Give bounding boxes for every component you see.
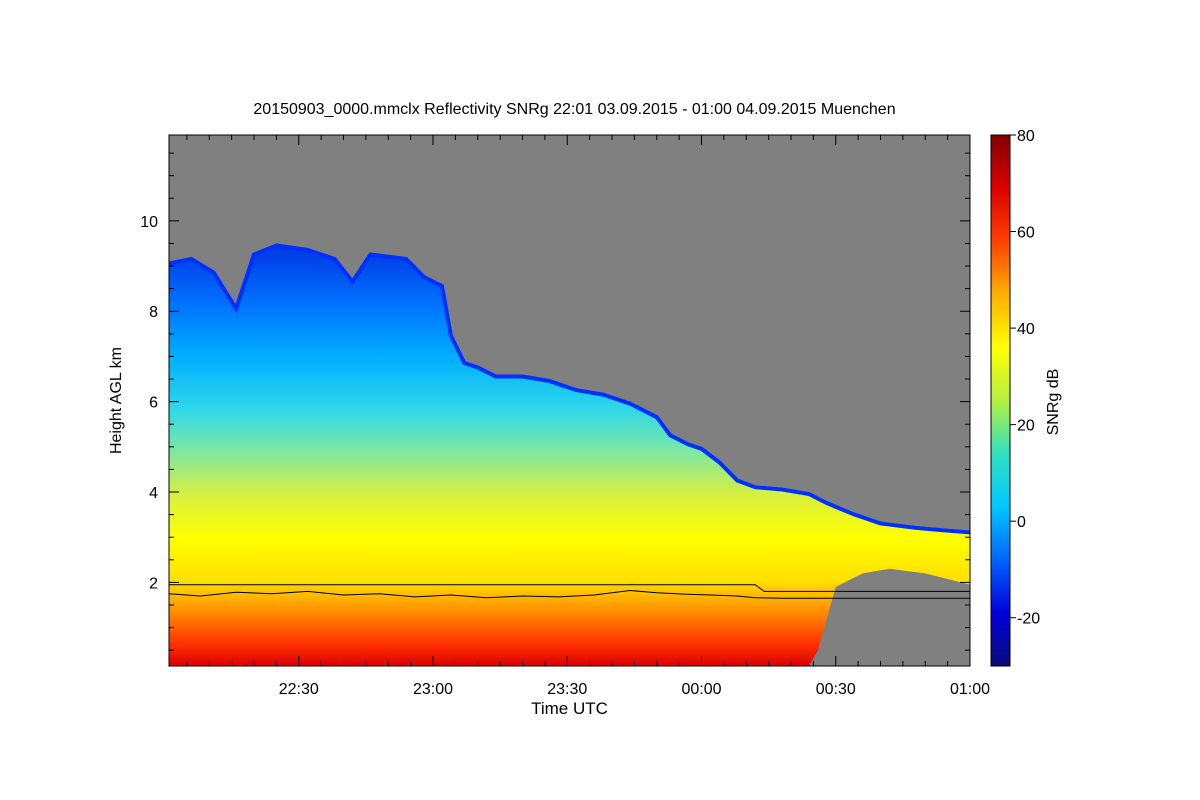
plot-area <box>169 135 970 666</box>
y-tick-label: 6 <box>149 395 158 412</box>
colorbar-tick-label: -20 <box>1017 611 1040 628</box>
x-tick-label: 23:30 <box>547 681 587 698</box>
x-tick-label: 23:00 <box>413 681 453 698</box>
plot-frame <box>168 134 971 667</box>
colorbar <box>990 134 1011 667</box>
x-axis-ticks: 22:30 23:00 23:30 00:00 00:30 01:00 <box>186 135 990 698</box>
y-tick-label: 10 <box>140 214 158 231</box>
chart-title: 20150903_0000.mmclx Reflectivity SNRg 22… <box>253 101 895 118</box>
x-axis-label: Time UTC <box>531 699 608 718</box>
colorbar-tick-label: 80 <box>1017 128 1035 145</box>
y-tick-label: 4 <box>149 485 158 502</box>
colorbar-ticks: -20 0 20 40 60 80 <box>1010 128 1040 628</box>
x-tick-label: 00:30 <box>816 681 856 698</box>
y-axis-label: Height AGL km <box>108 347 125 454</box>
colorbar-tick-label: 40 <box>1017 321 1035 338</box>
cloud-top-edge <box>169 243 970 535</box>
reflectivity-field <box>169 243 970 666</box>
colorbar-tick-label: 0 <box>1017 514 1026 531</box>
x-tick-label: 00:00 <box>681 681 721 698</box>
x-tick-label: 01:00 <box>950 681 990 698</box>
upper-boundary-line <box>169 584 970 592</box>
x-tick-label: 22:30 <box>279 681 319 698</box>
colorbar-tick-label: 60 <box>1017 225 1035 242</box>
y-tick-label: 8 <box>149 304 158 321</box>
colorbar-tick-label: 20 <box>1017 418 1035 435</box>
y-tick-label: 2 <box>149 575 158 592</box>
lower-boundary-line <box>169 589 970 599</box>
colorbar-label: SNRg dB <box>1045 369 1062 436</box>
y-axis-ticks: 2 4 6 8 10 <box>140 152 970 651</box>
